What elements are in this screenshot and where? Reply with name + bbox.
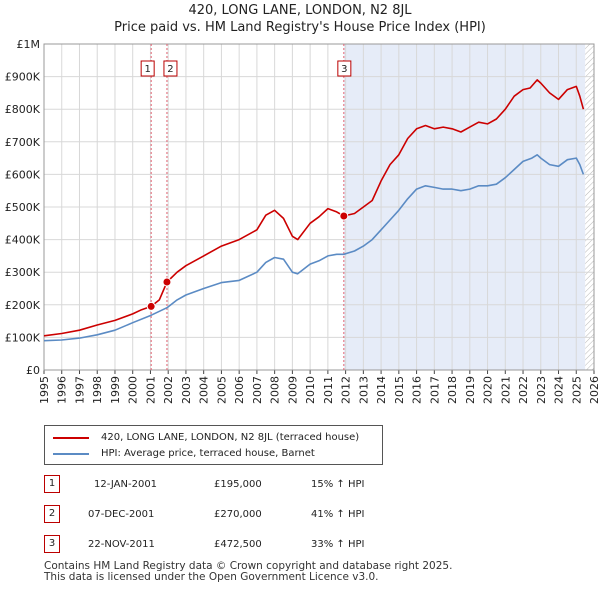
- hpi-line: [43, 154, 585, 342]
- y-tick-label: £500K: [5, 201, 41, 214]
- x-tick-label: 2008: [269, 376, 282, 404]
- legend-swatch-hpi: [53, 453, 89, 455]
- footer-line-copyright: Contains HM Land Registry data © Crown c…: [44, 560, 453, 572]
- plot-border: [43, 43, 595, 371]
- x-tick-label: 2016: [411, 376, 424, 404]
- x-tick-label: 2006: [233, 376, 246, 404]
- x-tick-label: 2019: [464, 376, 477, 404]
- price-chart: £0 £100K £200K £300K £400K £500K £600K £700K £80…: [5, 38, 600, 404]
- sale-badge: 3: [44, 535, 60, 553]
- footer-attribution: Contains HM Land Registry data © Crown c…: [44, 561, 452, 583]
- sale-point: [162, 277, 172, 287]
- sale-marker-box: [163, 60, 178, 77]
- y-tick-label: £200K: [5, 299, 41, 312]
- chart-subtitle: Price paid vs. HM Land Registry's House …: [114, 20, 486, 35]
- sale-marker-number: 3: [341, 64, 347, 75]
- sale-hpi-change: 33% ↑ HPI: [311, 539, 365, 550]
- sale-hpi-change: 15% ↑ HPI: [311, 479, 365, 490]
- y-tick-label: £600K: [5, 168, 41, 181]
- sale-price: £195,000: [214, 479, 262, 490]
- x-tick-label: 2003: [180, 376, 193, 404]
- x-tick-label: 2023: [535, 376, 548, 404]
- x-tick-label: 2020: [482, 376, 495, 404]
- x-tick-label: 2026: [588, 376, 600, 404]
- x-tick-label: 2014: [375, 376, 388, 404]
- sale-hpi-change: 41% ↑ HPI: [311, 509, 365, 520]
- sale-marker-number: 2: [167, 64, 173, 75]
- x-tick-label: 1997: [73, 376, 86, 404]
- y-tick-label: £400K: [5, 234, 41, 247]
- sale-price: £472,500: [214, 539, 262, 550]
- x-tick-label: 2021: [499, 376, 512, 404]
- y-tick-label: £1M: [17, 38, 41, 51]
- sale-badge: 1: [44, 475, 60, 493]
- chart-legend: 420, LONG LANE, LONDON, N2 8JL (terraced…: [44, 425, 383, 465]
- sale-marker-number: 1: [144, 64, 150, 75]
- x-tick-label: 1996: [56, 376, 69, 404]
- sale-point: [146, 301, 156, 311]
- x-tick-label: 1998: [91, 376, 104, 404]
- sale-date: 07-DEC-2001: [88, 509, 155, 520]
- x-tick-label: 2012: [340, 376, 353, 404]
- x-tick-label: 2004: [198, 376, 211, 404]
- y-tick-label: £100K: [5, 331, 41, 344]
- x-tick-label: 2002: [162, 376, 175, 404]
- x-tick-label: 1995: [38, 376, 51, 404]
- sale-marker-box: [337, 60, 352, 77]
- x-tick-label: 2009: [286, 376, 299, 404]
- y-tick-label: £900K: [5, 71, 41, 84]
- y-tick-label: £800K: [5, 103, 41, 116]
- x-tick-label: 2015: [393, 376, 406, 404]
- footer-line-licence: This data is licensed under the Open Gov…: [44, 571, 379, 583]
- sale-date: 22-NOV-2011: [88, 539, 155, 550]
- sale-marker-box: [140, 60, 155, 77]
- legend-label-hpi: HPI: Average price, terraced house, Barn…: [101, 448, 315, 459]
- y-tick-label: £0: [26, 364, 40, 377]
- x-tick-label: 2007: [251, 376, 264, 404]
- x-tick-label: 2011: [322, 376, 335, 404]
- x-tick-label: 2025: [570, 376, 583, 404]
- x-tick-label: 2000: [127, 376, 140, 404]
- x-tick-label: 2005: [215, 376, 228, 404]
- x-tick-label: 2017: [428, 376, 441, 404]
- x-tick-label: 1999: [109, 376, 122, 404]
- y-tick-label: £700K: [5, 136, 41, 149]
- x-tick-label: 2024: [553, 376, 566, 404]
- x-tick-label: 2018: [446, 376, 459, 404]
- x-tick-label: 2022: [517, 376, 530, 404]
- sale-point: [339, 211, 349, 221]
- legend-label-property: 420, LONG LANE, LONDON, N2 8JL (terraced…: [101, 432, 360, 443]
- sale-price: £270,000: [214, 509, 262, 520]
- x-tick-label: 2001: [144, 376, 157, 404]
- y-tick-label: £300K: [5, 266, 41, 279]
- sale-badge: 2: [44, 505, 60, 523]
- x-tick-label: 2013: [357, 376, 370, 404]
- x-tick-label: 2010: [304, 376, 317, 404]
- sale-date: 12-JAN-2001: [94, 479, 158, 490]
- legend-swatch-property: [53, 437, 89, 439]
- chart-title: 420, LONG LANE, LONDON, N2 8JL: [188, 3, 412, 18]
